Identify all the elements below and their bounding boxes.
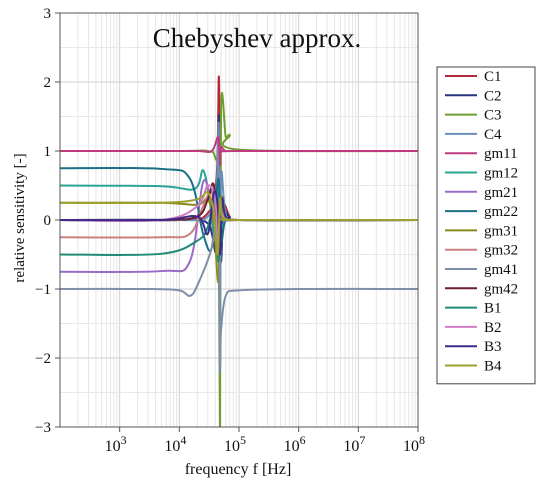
x-tick-label: 107 xyxy=(343,433,365,455)
legend-label: gm21 xyxy=(484,185,518,201)
axes: −3 −2 −1 0 1 2 3 103 104 105 106 107 108 xyxy=(35,6,425,455)
legend-label: B1 xyxy=(484,301,502,317)
x-tick-label: 106 xyxy=(284,433,306,455)
x-tick-label: 108 xyxy=(403,433,425,455)
legend-box xyxy=(436,66,536,385)
chart-title: Chebyshev approx. xyxy=(153,23,361,53)
x-tick-label: 104 xyxy=(164,433,186,455)
legend-label: B2 xyxy=(484,320,502,336)
legend-label: gm41 xyxy=(484,262,518,278)
legend-label: C3 xyxy=(484,108,502,124)
legend: C1 C2 C3 C4 gm11 gm12 gm21 gm22 gm31 gm32 gm41 gm42… xyxy=(436,66,536,385)
series-line-gm11 xyxy=(60,136,418,166)
y-tick-label: 0 xyxy=(44,213,52,229)
legend-label: C4 xyxy=(484,127,502,143)
legend-label: gm22 xyxy=(484,204,518,220)
legend-label: C1 xyxy=(484,69,502,85)
x-tick-label: 105 xyxy=(224,433,246,455)
y-tick-label: −2 xyxy=(35,351,51,367)
legend-label: gm32 xyxy=(484,243,518,259)
y-tick-label: 1 xyxy=(44,144,52,160)
y-tick-label: −3 xyxy=(35,420,51,436)
y-tick-label: 2 xyxy=(44,75,52,91)
legend-label: C2 xyxy=(484,88,502,104)
x-axis-label: frequency f [Hz] xyxy=(185,461,292,478)
y-axis-label: relative sensitivity [-] xyxy=(12,153,28,282)
legend-label: gm31 xyxy=(484,223,518,239)
x-tick-label: 103 xyxy=(105,433,127,455)
plot-lines xyxy=(60,75,418,427)
legend-label: gm12 xyxy=(484,166,518,182)
legend-label: B3 xyxy=(484,339,502,355)
legend-label: B4 xyxy=(484,359,502,375)
legend-label: gm11 xyxy=(484,146,518,162)
legend-label: gm42 xyxy=(484,281,518,297)
series-line-b4 xyxy=(60,190,418,256)
y-tick-label: −1 xyxy=(35,282,51,298)
y-tick-label: 3 xyxy=(44,6,52,22)
